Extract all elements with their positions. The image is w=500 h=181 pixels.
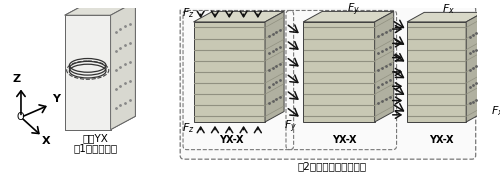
Text: YX-X: YX-X — [430, 135, 454, 145]
Text: （2）三种不同加载设置: （2）三种不同加载设置 — [297, 162, 366, 172]
Polygon shape — [194, 22, 265, 122]
Polygon shape — [65, 2, 136, 15]
Text: （1）试样制备: （1）试样制备 — [73, 144, 117, 153]
Polygon shape — [65, 2, 136, 15]
Polygon shape — [110, 2, 136, 130]
Polygon shape — [303, 11, 394, 22]
Text: X: X — [42, 136, 50, 146]
Text: $F_z$: $F_z$ — [182, 121, 194, 135]
Text: $F_x$: $F_x$ — [491, 104, 500, 118]
Text: $F_y$: $F_y$ — [346, 2, 360, 18]
Text: Y: Y — [52, 94, 60, 104]
Polygon shape — [466, 12, 483, 122]
Text: YX-X: YX-X — [332, 135, 357, 145]
Polygon shape — [407, 12, 484, 22]
Polygon shape — [110, 2, 136, 130]
Polygon shape — [65, 15, 110, 130]
Text: YX-X: YX-X — [219, 135, 244, 145]
Text: Z: Z — [12, 74, 20, 84]
Text: 平面YX: 平面YX — [82, 133, 108, 143]
Polygon shape — [194, 11, 284, 22]
Polygon shape — [303, 22, 374, 122]
Text: O: O — [16, 112, 24, 122]
Polygon shape — [265, 11, 284, 122]
Polygon shape — [65, 15, 110, 130]
Polygon shape — [374, 11, 394, 122]
Text: $F_y$: $F_y$ — [284, 119, 297, 135]
FancyBboxPatch shape — [180, 6, 476, 159]
Polygon shape — [407, 22, 466, 122]
Text: $F_x$: $F_x$ — [442, 2, 455, 16]
Text: $F_z$: $F_z$ — [182, 6, 194, 20]
